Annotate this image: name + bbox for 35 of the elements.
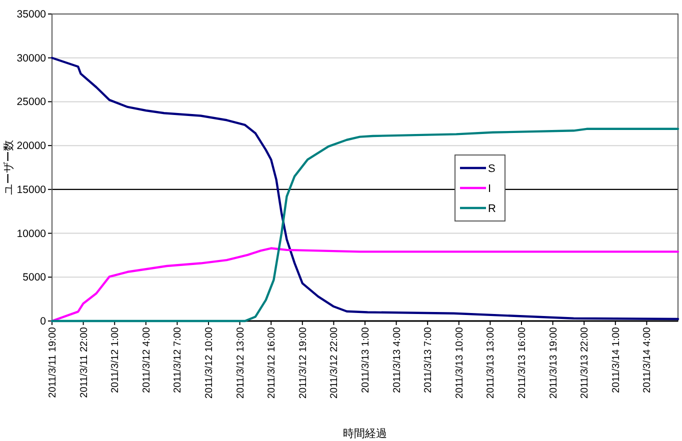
y-tick-label: 20000 bbox=[16, 140, 46, 152]
line-series bbox=[50, 128, 680, 322]
y-tick-label: 5000 bbox=[22, 272, 46, 284]
x-tick-label: 2011/3/12 10:00 bbox=[204, 326, 215, 399]
x-axis-title: 時間経過 bbox=[343, 427, 387, 440]
x-tick-label: 2011/3/13 19:00 bbox=[548, 326, 560, 399]
x-tick-label: 2011/3/12 7:00 bbox=[172, 326, 184, 393]
x-tick-label: 2011/3/11 19:00 bbox=[48, 326, 58, 398]
x-tick-label: 2011/3/13 22:00 bbox=[580, 326, 591, 399]
x-tick-label: 2011/3/13 13:00 bbox=[486, 326, 497, 399]
y-tick-label: 10000 bbox=[16, 228, 46, 240]
y-tick-label: 30000 bbox=[16, 52, 46, 64]
x-tick-label: 2011/3/13 4:00 bbox=[392, 326, 403, 393]
x-tick-label: 2011/3/13 7:00 bbox=[423, 326, 434, 393]
y-axis-title: ユーザー数 bbox=[3, 140, 15, 195]
x-tick-label: 2011/3/11 22:00 bbox=[78, 326, 90, 398]
x-tick-label: 2011/3/12 13:00 bbox=[235, 326, 246, 399]
x-tick-label: 2011/3/13 10:00 bbox=[454, 326, 466, 399]
x-tick-label: 2011/3/12 1:00 bbox=[110, 326, 122, 393]
legend-label: S bbox=[488, 163, 496, 175]
x-tick-label: 2011/3/12 4:00 bbox=[141, 326, 152, 393]
x-tick-label: 2011/3/12 22:00 bbox=[329, 326, 340, 399]
x-tick-label: 2011/3/13 1:00 bbox=[360, 326, 372, 393]
legend-label: R bbox=[488, 203, 496, 215]
y-tick-label: 0 bbox=[40, 316, 46, 328]
x-tick-label: 2011/3/14 1:00 bbox=[610, 326, 622, 393]
x-tick-label: 2011/3/12 16:00 bbox=[266, 326, 278, 399]
y-tick-label: 25000 bbox=[16, 96, 46, 108]
y-tick-label: 15000 bbox=[16, 184, 46, 196]
y-tick-label: 35000 bbox=[16, 8, 46, 20]
x-tick-label: 2011/3/12 19:00 bbox=[298, 326, 309, 399]
x-tick-label: 2011/3/13 16:00 bbox=[517, 326, 528, 399]
line-series bbox=[50, 247, 680, 322]
x-tick-label: 2011/3/14 4:00 bbox=[642, 326, 654, 393]
legend-label: I bbox=[488, 183, 492, 195]
